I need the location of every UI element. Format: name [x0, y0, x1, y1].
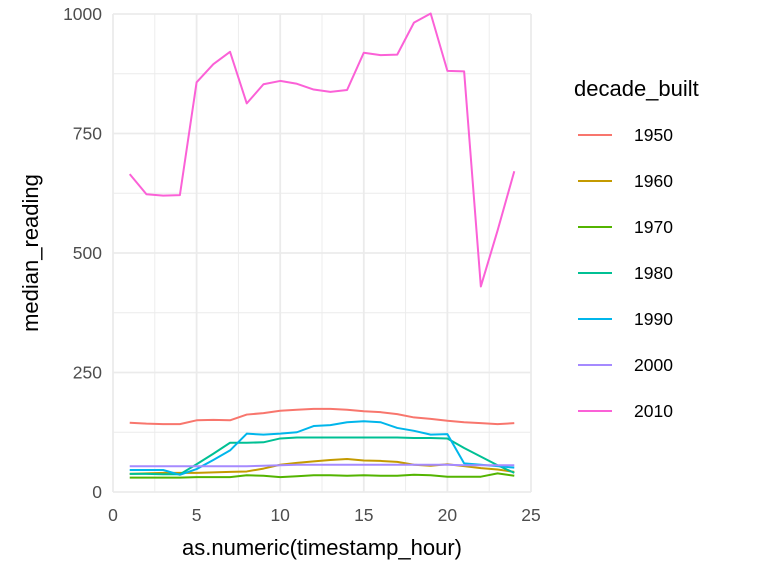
- series-line-1970: [129, 472, 515, 479]
- legend-item-1980: 1980: [578, 263, 673, 283]
- major-gridlines: [112, 13, 532, 493]
- y-tick-label: 1000: [63, 4, 102, 24]
- y-tick-label: 750: [73, 124, 102, 144]
- legend-label-1960: 1960: [634, 171, 673, 191]
- legend-item-1990: 1990: [578, 309, 673, 329]
- legend-item-2010: 2010: [578, 401, 673, 421]
- legend-label-1990: 1990: [634, 309, 673, 329]
- series-line-2010: [128, 12, 516, 288]
- y-tick-label: 500: [73, 243, 102, 263]
- series-lines: [128, 12, 516, 479]
- legend: decade_built 1950 1960 1970 1980 1990 2000 201…: [574, 76, 699, 421]
- legend-label-1950: 1950: [634, 125, 673, 145]
- y-tick-label: 250: [73, 363, 102, 383]
- legend-label-1980: 1980: [634, 263, 673, 283]
- y-axis-ticks: 0 250 500 750 1000: [63, 4, 102, 502]
- legend-items: 1950 1960 1970 1980 1990 2000 2010: [578, 125, 673, 421]
- x-tick-label: 15: [354, 505, 373, 525]
- x-axis-ticks: 0 5 10 15 20 25: [108, 505, 541, 525]
- x-tick-label: 20: [438, 505, 458, 525]
- legend-item-2000: 2000: [578, 355, 673, 375]
- x-tick-label: 0: [108, 505, 118, 525]
- series-line-2000: [129, 463, 515, 468]
- legend-label-2000: 2000: [634, 355, 673, 375]
- legend-title: decade_built: [574, 76, 699, 101]
- x-tick-label: 25: [521, 505, 540, 525]
- y-tick-label: 0: [92, 482, 102, 502]
- legend-label-1970: 1970: [634, 217, 673, 237]
- series-line-1990: [129, 420, 515, 476]
- legend-item-1960: 1960: [578, 171, 673, 191]
- y-axis-title: median_reading: [18, 174, 43, 332]
- x-tick-label: 10: [270, 505, 290, 525]
- legend-item-1950: 1950: [578, 125, 673, 145]
- legend-label-2010: 2010: [634, 401, 673, 421]
- series-line-1950: [129, 407, 515, 426]
- legend-item-1970: 1970: [578, 217, 673, 237]
- x-axis-title: as.numeric(timestamp_hour): [182, 535, 462, 560]
- x-tick-label: 5: [192, 505, 202, 525]
